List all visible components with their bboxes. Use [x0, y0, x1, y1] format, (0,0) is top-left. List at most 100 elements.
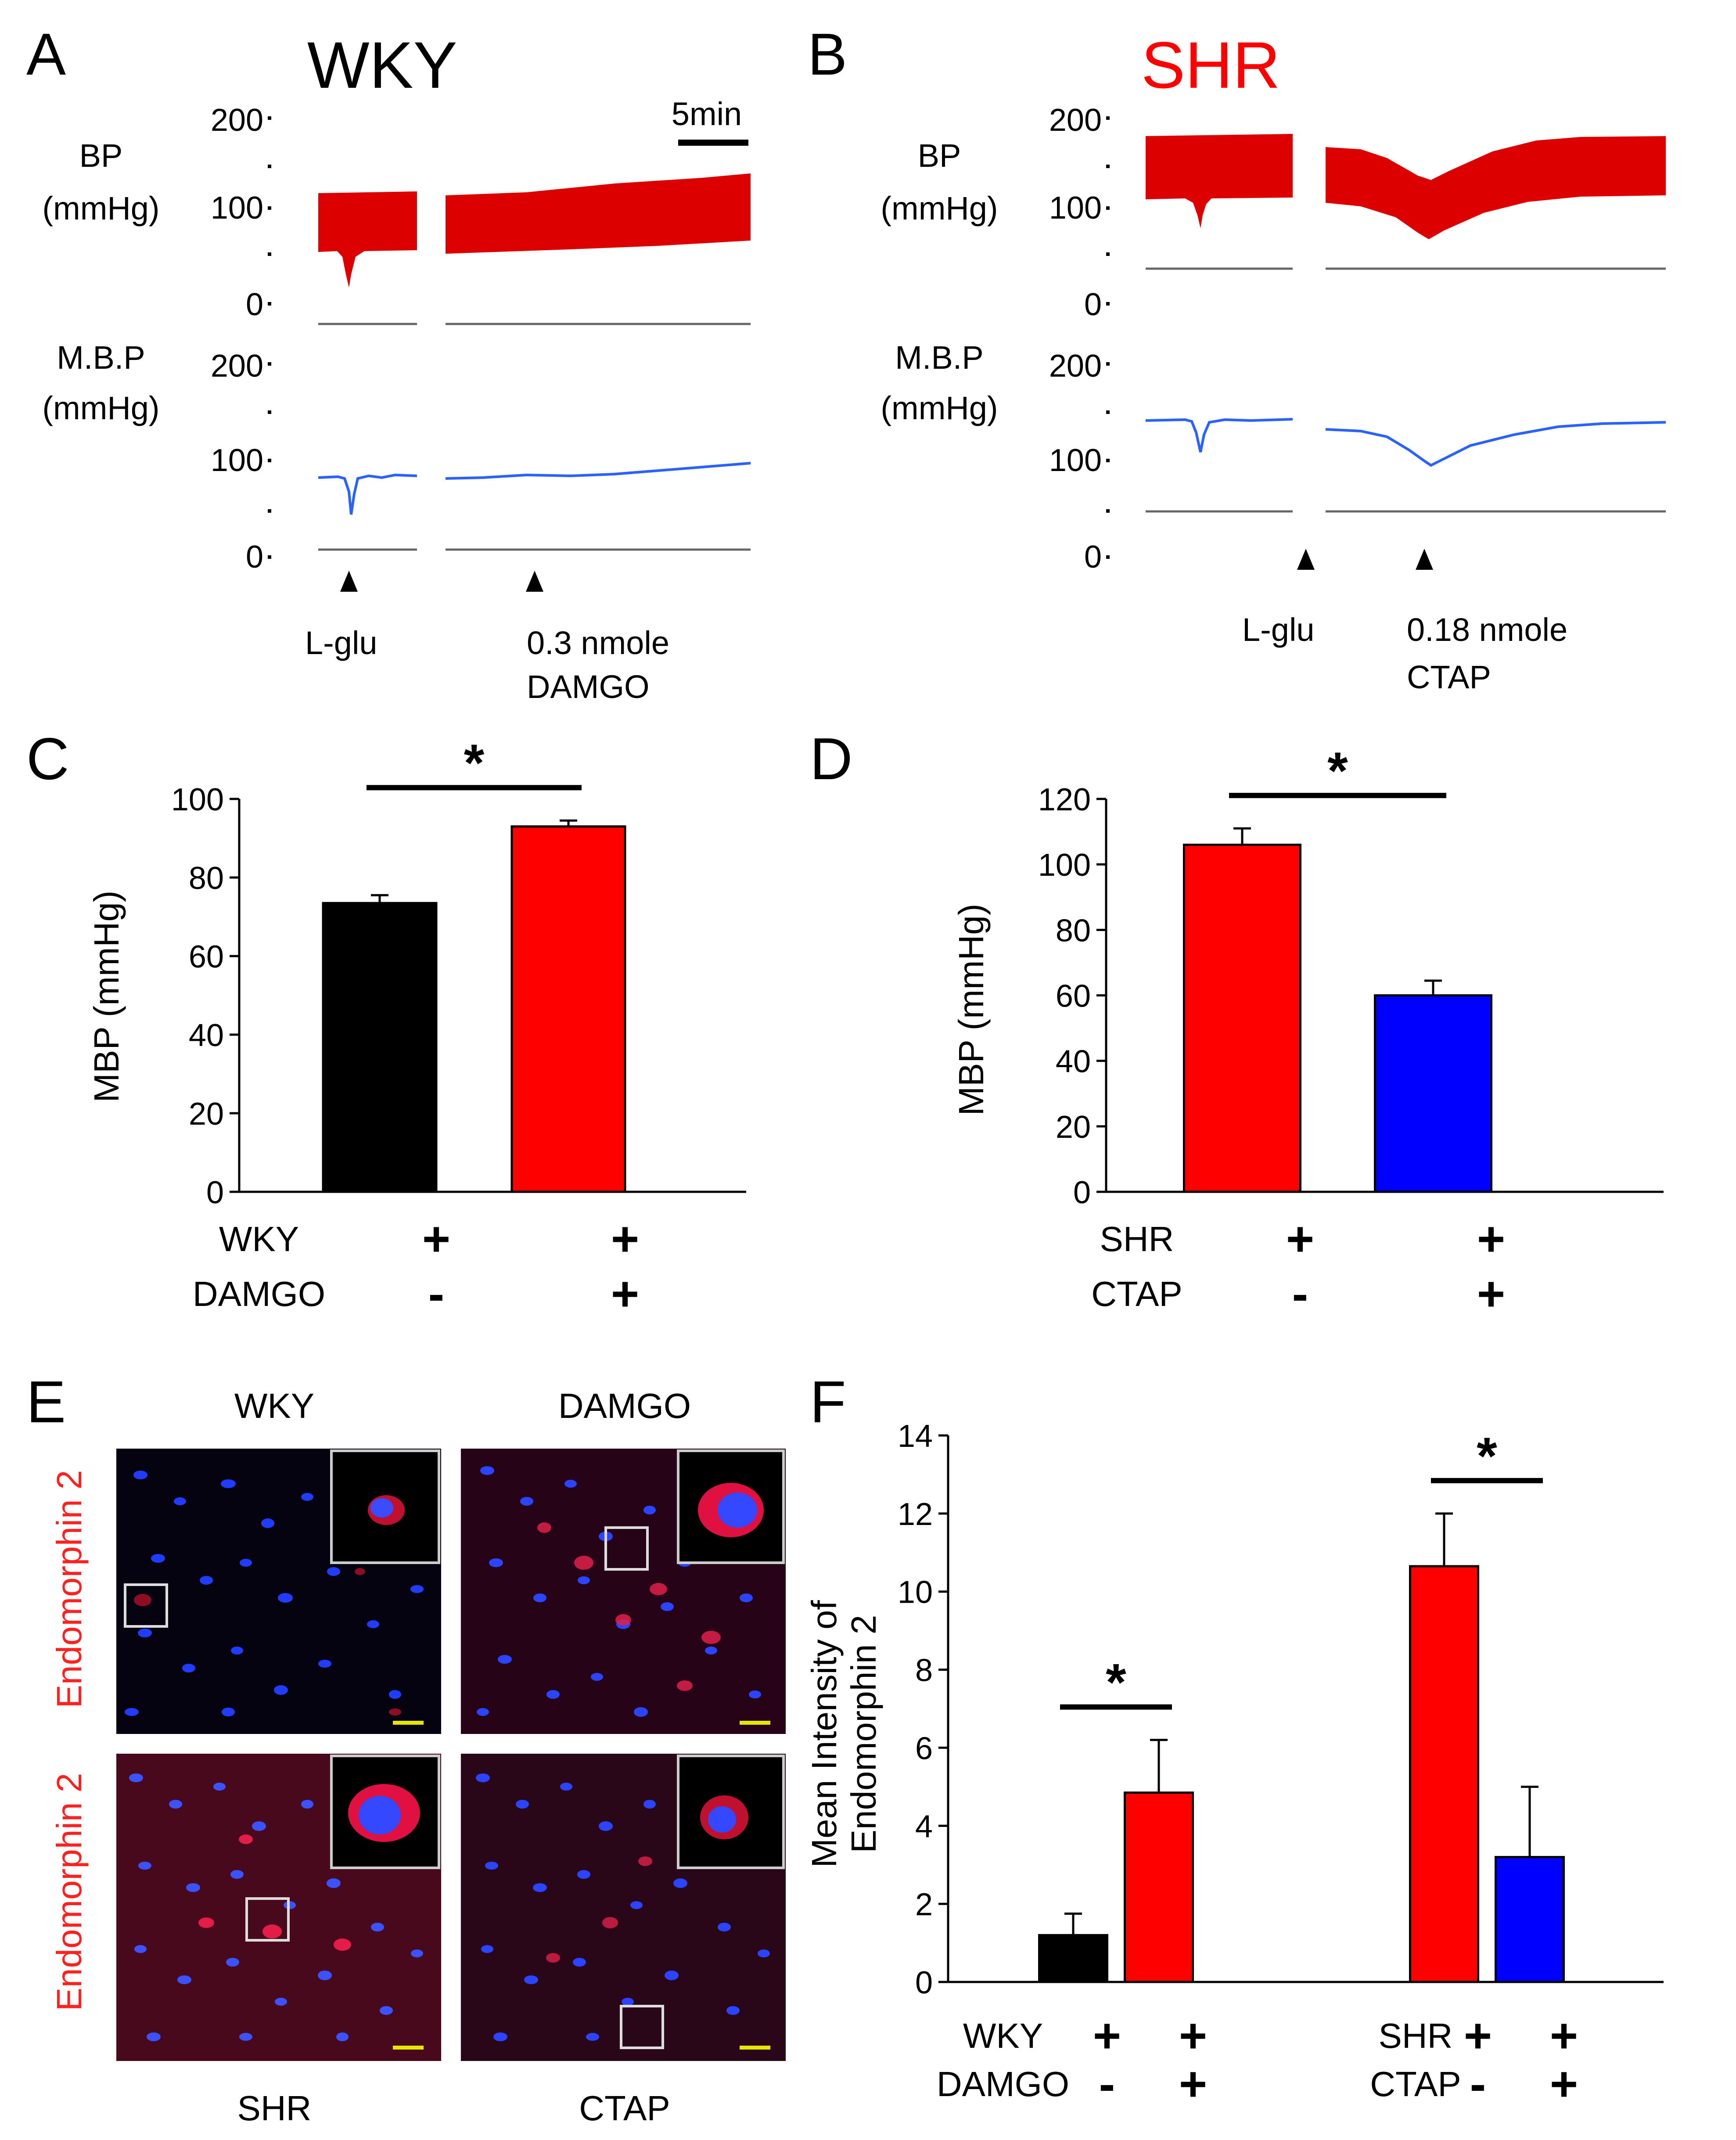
y-tick-label: 0 [206, 1175, 224, 1210]
y-tick-label: 60 [1056, 979, 1091, 1014]
bp-tick-0: 0 [1084, 287, 1102, 322]
injection-arrow-icon [1297, 549, 1315, 570]
mbp-unit-label: (mmHg) [42, 390, 159, 426]
bp-trace-shr-ctap [1326, 136, 1666, 239]
panel-f: F Mean Intensity of Endomorphin 2 0 2 4 6 8 1… [805, 1369, 1664, 2111]
bp-tick-200: 200 [1049, 103, 1102, 138]
arrow-label-dose: 0.18 nmole [1407, 611, 1567, 648]
bp-tick-100: 100 [1049, 191, 1102, 226]
condition-sign: - [428, 1267, 445, 1321]
panel-f-letter: F [810, 1369, 846, 1435]
injection-arrow-icon [340, 571, 358, 592]
condition-sign: + [1286, 1212, 1314, 1266]
mbp-tick-0: 0 [1084, 539, 1102, 575]
condition-sign: + [1093, 2009, 1121, 2063]
bar [1409, 1565, 1479, 1983]
y-tick-label: 20 [1056, 1110, 1091, 1145]
bp-tick-0: 0 [246, 287, 263, 322]
panel-a: A WKY BP (mmHg) M.B.P (mmHg) 200 100 0 2… [26, 21, 751, 705]
minor-ticks [1106, 116, 1110, 559]
bp-label: BP [79, 137, 123, 174]
y-tick-label: 100 [1038, 848, 1091, 883]
significance-star: * [464, 734, 485, 792]
mbp-trace-wky-lglu [318, 473, 417, 515]
micrograph-ctap [461, 1754, 786, 2061]
condition-sign: + [1550, 2009, 1578, 2063]
y-tick-label: 2 [915, 1887, 933, 1922]
condition-label: WKY [219, 1219, 299, 1259]
y-tick-label: 14 [898, 1419, 933, 1454]
condition-sign: + [611, 1267, 639, 1321]
bar [1495, 1856, 1565, 1983]
image-label-ctap: CTAP [579, 2089, 670, 2128]
y-tick-label: 6 [915, 1731, 933, 1766]
bar [1374, 994, 1492, 1193]
bar [1183, 843, 1301, 1193]
bar [322, 902, 438, 1193]
panel-c-letter: C [26, 726, 69, 792]
panel-a-title: WKY [307, 28, 457, 102]
mbp-label: M.B.P [895, 339, 983, 376]
bar [1038, 1934, 1108, 1983]
image-label-damgo: DAMGO [558, 1386, 691, 1425]
injection-arrow-icon [1416, 549, 1433, 570]
mbp-tick-100: 100 [211, 443, 263, 478]
micrograph-damgo [461, 1449, 786, 1734]
panel-e: E WKY DAMGO SHR CTAP Endomorphin 2 Endom… [26, 1369, 786, 2128]
bar [510, 825, 626, 1193]
panel-b: B SHR BP (mmHg) M.B.P (mmHg) 200 100 0 2… [808, 21, 1666, 695]
condition-sign: + [611, 1212, 639, 1266]
mbp-trace-shr-lglu [1145, 418, 1293, 453]
row-label-endomorphin-top: Endomorphin 2 [50, 1470, 89, 1708]
condition-label: SHR [1379, 2016, 1453, 2055]
condition-sign: + [1477, 1212, 1505, 1266]
significance-star: * [1477, 1427, 1497, 1485]
bp-tick-200: 200 [211, 103, 263, 138]
mbp-label: M.B.P [57, 339, 145, 376]
mbp-tick-0: 0 [246, 539, 263, 575]
y-tick-label: 80 [189, 861, 224, 896]
image-label-shr: SHR [237, 2089, 312, 2128]
y-axis-title: MBP (mmHg) [87, 891, 126, 1103]
scale-bar-label: 5min [672, 96, 742, 132]
row-label-endomorphin-bottom: Endomorphin 2 [50, 1773, 89, 2011]
condition-sign: - [1099, 2057, 1115, 2111]
mbp-trace-shr-ctap [1325, 421, 1666, 467]
y-tick-label: 12 [898, 1497, 933, 1532]
significance-star: * [1106, 1653, 1126, 1712]
y-tick-label: 20 [189, 1097, 224, 1132]
scale-bar [740, 2046, 770, 2050]
arrow-label-drug: DAMGO [527, 669, 650, 705]
y-axis-title: MBP (mmHg) [952, 904, 991, 1116]
mbp-unit-label: (mmHg) [881, 390, 998, 426]
condition-sign: + [1464, 2009, 1492, 2063]
mbp-tick-200: 200 [211, 349, 263, 384]
bp-tick-100: 100 [211, 191, 263, 226]
bp-unit-label: (mmHg) [42, 190, 159, 227]
arrow-label-drug: CTAP [1407, 659, 1491, 695]
scale-bar [393, 1721, 424, 1725]
bp-label: BP [918, 137, 961, 174]
y-tick-label: 40 [1056, 1044, 1091, 1079]
mbp-trace-wky-damgo [445, 462, 751, 480]
minor-ticks [268, 116, 271, 559]
arrow-label-lglu: L-glu [1242, 611, 1315, 648]
panel-e-letter: E [26, 1369, 66, 1435]
y-tick-label: 10 [898, 1575, 933, 1610]
y-axis-title: Mean Intensity of [805, 1600, 844, 1868]
bp-unit-label: (mmHg) [881, 190, 998, 227]
condition-label: WKY [963, 2016, 1043, 2055]
y-tick-label: 40 [189, 1018, 224, 1053]
mbp-tick-100: 100 [1049, 443, 1102, 478]
y-tick-label: 0 [915, 1965, 933, 2000]
micrograph-wky [116, 1449, 441, 1734]
condition-sign: - [1470, 2057, 1486, 2111]
bp-trace-wky-damgo [446, 173, 751, 254]
condition-label: DAMGO [937, 2064, 1069, 2104]
